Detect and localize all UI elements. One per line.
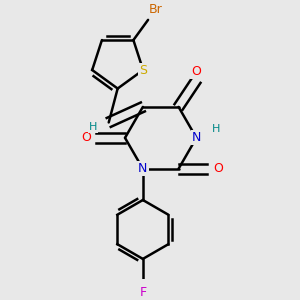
Text: O: O (191, 65, 201, 78)
Text: O: O (81, 131, 91, 144)
Text: N: N (138, 162, 148, 175)
Text: N: N (192, 131, 201, 144)
Text: F: F (139, 286, 146, 299)
Text: H: H (212, 124, 220, 134)
Text: Br: Br (148, 3, 162, 16)
Text: H: H (89, 122, 98, 132)
Text: S: S (139, 64, 147, 76)
Text: O: O (213, 162, 223, 175)
